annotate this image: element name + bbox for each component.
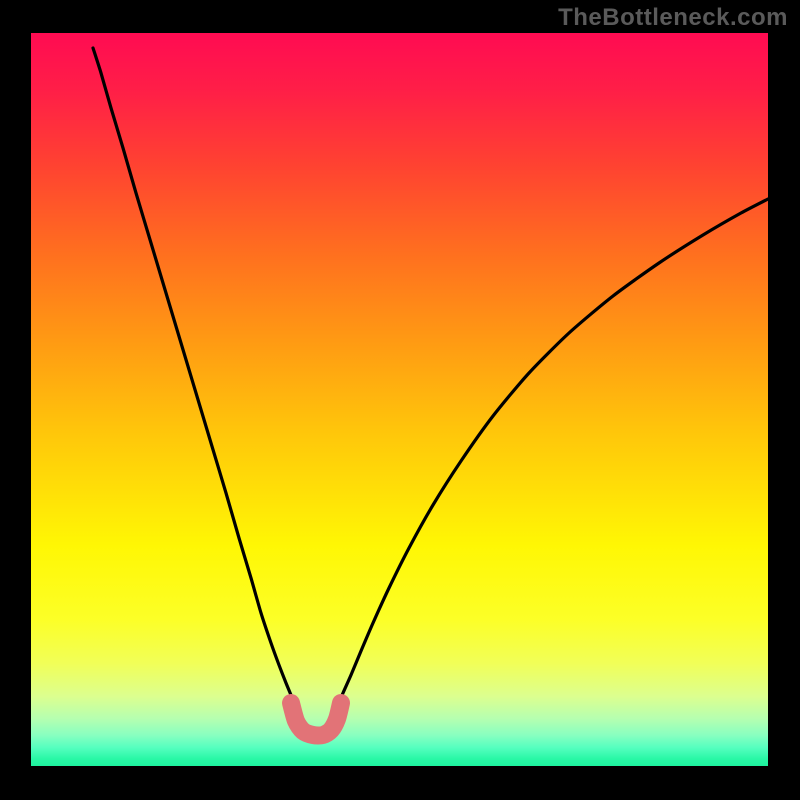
watermark-text: TheBottleneck.com: [558, 4, 788, 32]
bottleneck-curve: [93, 48, 768, 705]
curve-overlay: [31, 33, 768, 766]
plot-area: [31, 33, 768, 766]
chart-frame: TheBottleneck.com: [0, 0, 800, 800]
notch-handle: [291, 703, 341, 735]
